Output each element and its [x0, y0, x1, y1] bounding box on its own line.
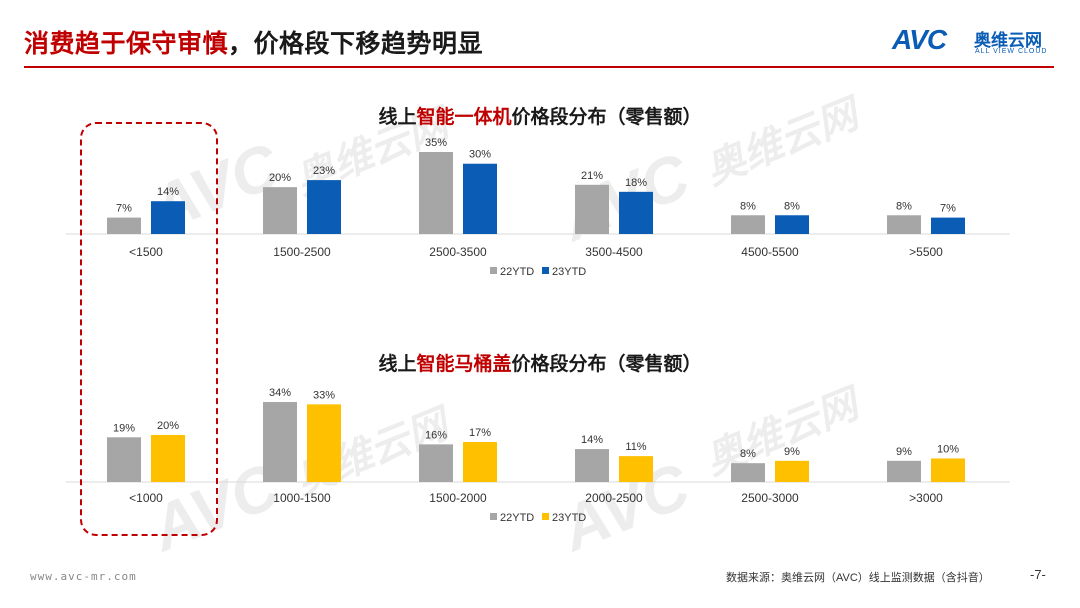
chart1-legend-swatch-22YTD	[490, 267, 497, 274]
chart2-category-label-5: >3000	[909, 491, 943, 505]
chart2-category-label-2: 1500-2000	[429, 491, 487, 505]
chart2-data-label-22YTD-2: 16%	[425, 429, 447, 441]
chart2-title-suffix: 价格段分布（零售额）	[511, 354, 702, 375]
chart2-category-label-4: 2500-3000	[741, 491, 799, 505]
chart2-category-label-1: 1000-1500	[273, 491, 331, 505]
chart1-data-label-22YTD-5: 8%	[896, 200, 912, 212]
chart1-bar-23YTD-2	[463, 163, 497, 234]
page-number: -7-	[1030, 567, 1046, 582]
chart1-bar-23YTD-0	[151, 201, 185, 234]
chart1-bar-22YTD-0	[107, 217, 141, 234]
chart1-data-label-23YTD-5: 7%	[940, 203, 956, 215]
chart2-bar-22YTD-5	[887, 460, 921, 482]
title-divider	[24, 66, 1054, 68]
page-title: 消费趋于保守审慎，价格段下移趋势明显	[24, 24, 483, 60]
chart1-legend-label-23YTD: 23YTD	[552, 266, 586, 278]
chart2-bar-22YTD-2	[419, 444, 453, 482]
chart1-bar-23YTD-4	[775, 215, 809, 234]
chart2-bar-23YTD-0	[151, 434, 185, 482]
chart1-data-label-22YTD-2: 35%	[425, 137, 447, 149]
chart2-category-label-0: <1000	[129, 491, 163, 505]
chart2-bar-23YTD-3	[619, 456, 653, 482]
chart1-data-label-22YTD-0: 7%	[116, 203, 132, 215]
chart1-data-label-23YTD-2: 30%	[469, 149, 491, 161]
chart2-bar-23YTD-1	[307, 404, 341, 482]
chart1-title: 线上智能一体机价格段分布（零售额）	[0, 102, 1080, 129]
chart1-bar-23YTD-3	[619, 191, 653, 234]
data-source-note: 数据来源：奥维云网（AVC）线上监测数据（含抖音）	[726, 572, 990, 584]
chart1-data-label-22YTD-4: 8%	[740, 200, 756, 212]
chart1-data-label-23YTD-0: 14%	[157, 186, 179, 198]
logo-en: ALL VIEW CLOUD	[975, 48, 1048, 55]
chart1-title-prefix: 线上	[378, 107, 417, 128]
chart2-data-label-23YTD-3: 11%	[625, 441, 646, 453]
chart1-category-label-1: 1500-2500	[273, 245, 331, 259]
chart1-category-label-5: >5500	[909, 245, 943, 259]
chart2-bar-22YTD-4	[731, 463, 765, 482]
chart2-bar-22YTD-1	[263, 402, 297, 482]
chart2-legend-swatch-23YTD	[542, 513, 549, 520]
chart2-data-label-22YTD-5: 9%	[896, 446, 912, 458]
chart2-data-label-23YTD-1: 33%	[313, 389, 335, 401]
chart1-category-label-2: 2500-3500	[429, 245, 487, 259]
chart2-data-label-23YTD-2: 17%	[469, 427, 491, 439]
chart2-data-label-22YTD-1: 34%	[269, 387, 291, 399]
lowest-price-highlight-box	[80, 122, 218, 536]
chart1-bar-23YTD-1	[307, 180, 341, 234]
chart1-data-label-23YTD-1: 23%	[313, 165, 335, 177]
chart1-title-highlight: 智能一体机	[416, 107, 512, 128]
page-title-highlight: 消费趋于保守审慎	[24, 30, 229, 58]
chart1-bar-22YTD-4	[731, 215, 765, 234]
chart2-title-highlight: 智能马桶盖	[416, 354, 512, 375]
chart1-bar-22YTD-1	[263, 187, 297, 234]
chart2-bar-23YTD-4	[775, 460, 809, 482]
chart2-data-label-22YTD-3: 14%	[581, 434, 603, 446]
chart1-legend-swatch-23YTD	[542, 267, 549, 274]
chart2-bar-23YTD-2	[463, 442, 497, 482]
chart1-bar-22YTD-5	[887, 215, 921, 234]
chart1-category-label-3: 3500-4500	[585, 245, 643, 259]
chart1-legend-label-22YTD: 22YTD	[500, 266, 534, 278]
chart1-data-label-23YTD-3: 18%	[625, 177, 647, 189]
chart1-bar-22YTD-3	[575, 184, 609, 234]
chart2-data-label-22YTD-0: 19%	[113, 422, 135, 434]
chart1-category-label-4: 4500-5500	[741, 245, 799, 259]
chart1-data-label-22YTD-3: 21%	[581, 170, 603, 182]
chart2-bar-22YTD-3	[575, 449, 609, 482]
chart1-data-label-22YTD-1: 20%	[269, 172, 291, 184]
chart1-bar-22YTD-2	[419, 152, 453, 234]
chart2-data-label-22YTD-4: 8%	[740, 448, 756, 460]
chart2-bar-23YTD-5	[931, 458, 965, 482]
chart2-title-prefix: 线上	[378, 354, 417, 375]
chart2-legend-label-22YTD: 22YTD	[500, 512, 534, 524]
chart1-data-label-23YTD-4: 8%	[784, 200, 800, 212]
logo-cn: 奥维云网	[974, 31, 1042, 50]
chart1-category-label-0: <1500	[129, 245, 163, 259]
footer-url: www.avc-mr.com	[30, 570, 137, 583]
chart2-category-label-3: 2000-2500	[585, 491, 643, 505]
chart2-bar-22YTD-0	[107, 437, 141, 482]
logo-mark: AVC	[892, 24, 947, 55]
chart2-data-label-23YTD-0: 20%	[157, 420, 179, 432]
avc-logo: AVC 奥维云网 ALL VIEW CLOUD	[892, 24, 1052, 60]
chart2-legend-label-23YTD: 23YTD	[552, 512, 586, 524]
chart2-data-label-23YTD-5: 10%	[937, 443, 959, 455]
chart1-bar-23YTD-5	[931, 217, 965, 234]
chart2-legend-swatch-22YTD	[490, 513, 497, 520]
chart1-title-suffix: 价格段分布（零售额）	[511, 107, 702, 128]
chart2-title: 线上智能马桶盖价格段分布（零售额）	[0, 349, 1080, 376]
page-title-rest: ，价格段下移趋势明显	[228, 30, 484, 58]
chart2-data-label-23YTD-4: 9%	[784, 446, 800, 458]
